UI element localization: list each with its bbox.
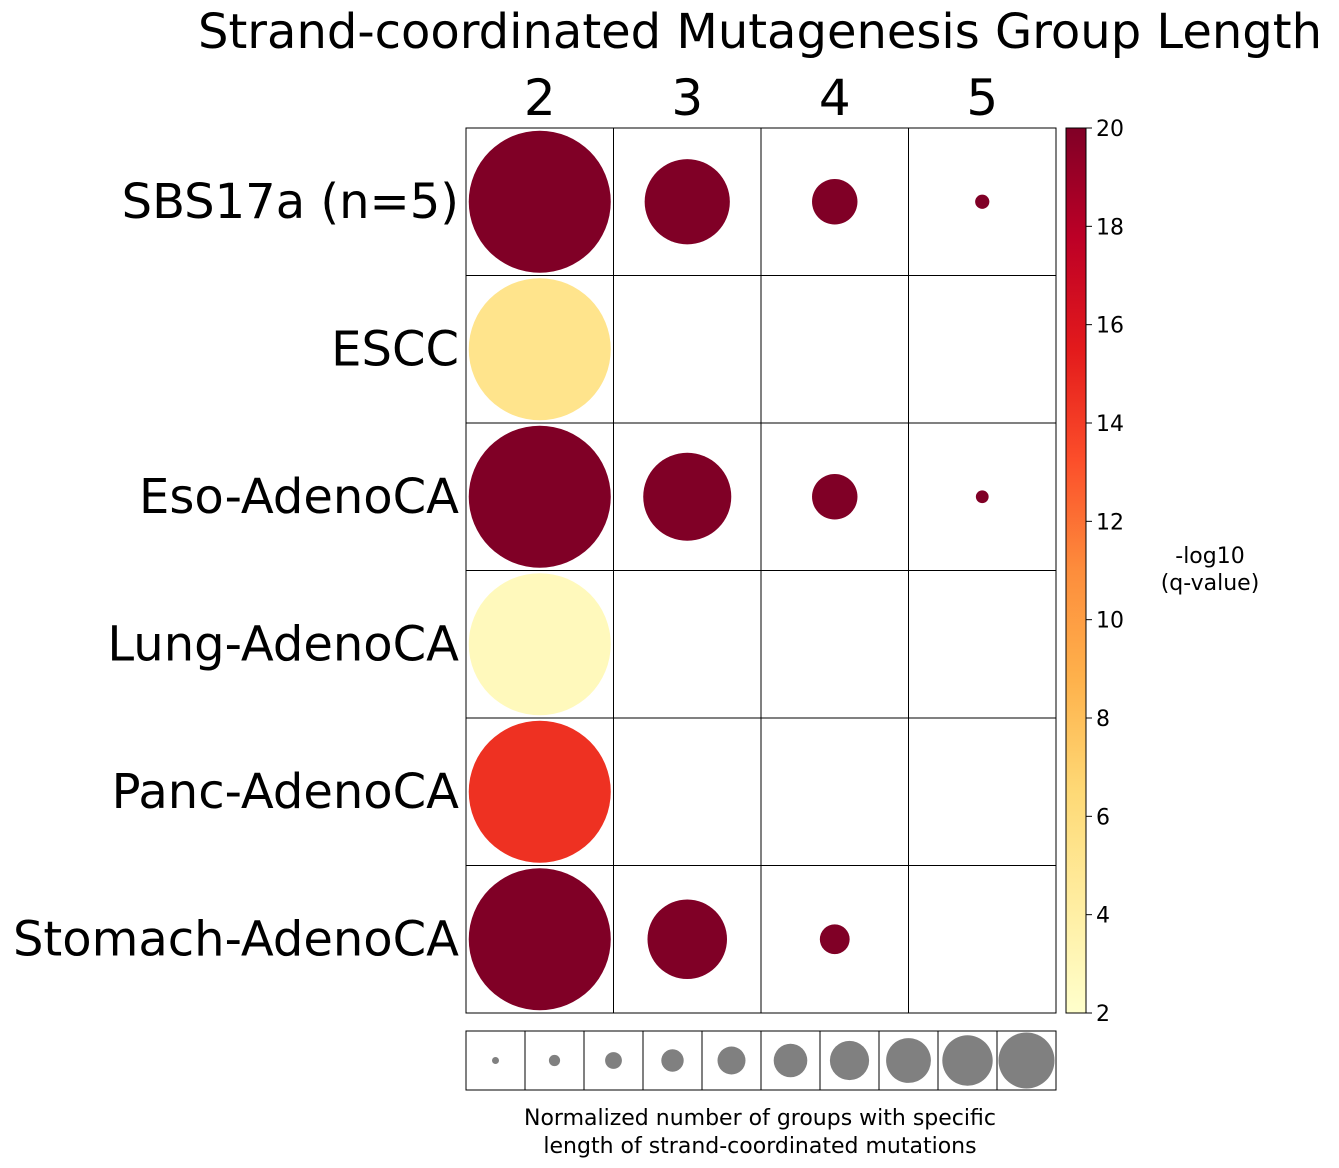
bubble-sbs17a-n-5-len-4 — [812, 179, 858, 225]
column-label-3: 3 — [671, 69, 703, 127]
grid-cell — [760, 275, 909, 424]
colorbar-tick-label: 20 — [1096, 117, 1124, 142]
size-legend-circle — [717, 1046, 746, 1075]
row-label-lung-adenoca: Lung-AdenoCA — [107, 616, 459, 672]
bubble-stomach-adenoca-len-2 — [468, 868, 611, 1011]
size-legend-cell — [996, 1030, 1057, 1091]
grid — [465, 127, 1057, 1014]
size-legend-label-line: length of strand-coordinated mutations — [543, 1134, 976, 1159]
row-label-panc-adenoca: Panc-AdenoCA — [112, 764, 460, 820]
column-labels: 2 3 4 5 — [524, 69, 998, 127]
bubble-stomach-adenoca-len-3 — [647, 899, 728, 980]
grid-cell — [613, 570, 762, 719]
size-legend-circle — [829, 1040, 870, 1081]
size-legend-circle — [886, 1038, 931, 1083]
colorbar-tick-label: 8 — [1096, 707, 1110, 732]
bubble-sbs17a-n-5-len-2 — [468, 130, 611, 273]
colorbar-label: -log10 (q-value) — [1161, 544, 1260, 596]
column-label-2: 2 — [524, 69, 556, 127]
row-label-sbs17a-n-5: SBS17a (n=5) — [122, 174, 459, 230]
size-legend-circle — [998, 1032, 1055, 1089]
bubble-eso-adenoca-len-4 — [812, 474, 858, 520]
bubble-sbs17a-n-5-len-3 — [644, 159, 730, 245]
colorbar-label-line: -log10 — [1175, 544, 1244, 569]
colorbar-tick-label: 4 — [1096, 904, 1110, 929]
colorbar-tick-label: 16 — [1096, 314, 1124, 339]
grid-cell — [613, 717, 762, 866]
row-labels: SBS17a (n=5) ESCC Eso-AdenoCA Lung-AdenoCA P… — [13, 174, 459, 968]
colorbar-tick-label: 12 — [1096, 510, 1124, 535]
bubble-escc-len-2 — [468, 278, 611, 421]
bubble-sbs17a-n-5-len-5 — [975, 194, 990, 209]
column-label-4: 4 — [819, 69, 851, 127]
colorbar-tick-label: 6 — [1096, 805, 1110, 830]
colorbar-label-line: (q-value) — [1161, 571, 1260, 596]
bubble-eso-adenoca-len-5 — [975, 490, 989, 504]
colorbar-tick-label: 2 — [1096, 1002, 1110, 1027]
size-legend — [465, 1030, 1057, 1091]
column-label-5: 5 — [966, 69, 998, 127]
colorbar-ticks: 2 4 6 8 10 12 14 16 18 20 — [1086, 117, 1124, 1027]
size-legend-circle — [548, 1054, 561, 1067]
grid-cell — [613, 275, 762, 424]
row-label-eso-adenoca: Eso-AdenoCA — [139, 469, 459, 525]
colorbar-tick-label: 14 — [1096, 412, 1124, 437]
size-legend-circle — [492, 1057, 499, 1064]
grid-cell — [908, 717, 1057, 866]
bubble-panc-adenoca-len-2 — [468, 720, 611, 863]
colorbar-tick-label: 10 — [1096, 609, 1124, 634]
bubble-stomach-adenoca-len-4 — [819, 924, 850, 955]
colorbar-gradient — [1065, 127, 1087, 1014]
row-label-escc: ESCC — [331, 321, 459, 377]
grid-cell — [760, 570, 909, 719]
size-legend-circle — [942, 1035, 993, 1086]
size-legend-label: Normalized number of groups with specifi… — [524, 1106, 996, 1159]
row-label-stomach-adenoca: Stomach-AdenoCA — [13, 911, 459, 967]
size-legend-circle — [661, 1049, 684, 1072]
grid-cell — [908, 275, 1057, 424]
bubble-eso-adenoca-len-3 — [643, 452, 732, 541]
bubbles — [468, 130, 990, 1011]
bubble-lung-adenoca-len-2 — [468, 573, 611, 716]
size-legend-circle — [605, 1052, 622, 1069]
chart-title: Strand-coordinated Mutagenesis Group Len… — [198, 4, 1322, 60]
grid-cell — [908, 570, 1057, 719]
size-legend-label-line: Normalized number of groups with specifi… — [524, 1106, 996, 1131]
size-legend-circle — [773, 1043, 808, 1078]
colorbar: 2 4 6 8 10 12 14 16 18 20 -log10 (q-value) — [1065, 117, 1260, 1027]
colorbar-tick-label: 18 — [1096, 215, 1124, 240]
bubble-eso-adenoca-len-2 — [468, 425, 611, 568]
grid-cell — [908, 865, 1057, 1014]
grid-cell — [760, 717, 909, 866]
